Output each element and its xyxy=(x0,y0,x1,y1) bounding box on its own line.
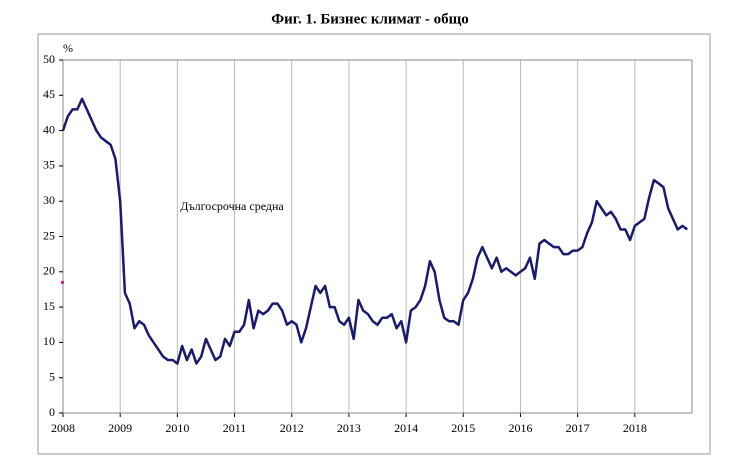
y-axis-label: % xyxy=(63,41,73,55)
y-tick-label: 15 xyxy=(43,299,55,313)
average-marker xyxy=(61,280,64,284)
x-tick-label: 2018 xyxy=(623,421,647,435)
x-tick-label: 2013 xyxy=(337,421,361,435)
y-tick-label: 40 xyxy=(43,122,55,136)
x-tick-label: 2012 xyxy=(280,421,304,435)
y-tick-label: 10 xyxy=(43,334,55,348)
x-tick-label: 2016 xyxy=(508,421,532,435)
line-series xyxy=(61,97,688,365)
y-tick-label: 45 xyxy=(43,87,55,101)
plot-frame xyxy=(62,59,693,414)
x-tick-label: 2015 xyxy=(451,421,475,435)
y-tick-label: 0 xyxy=(49,405,55,419)
annotation: Дългосрочна средна xyxy=(180,199,284,213)
chart-title: Фиг. 1. Бизнес климат - общо xyxy=(271,11,469,27)
x-tick-label: 2017 xyxy=(566,421,590,435)
x-tick-label: 2010 xyxy=(165,421,189,435)
y-tick-label: 50 xyxy=(43,52,55,66)
y-tick-label: 35 xyxy=(43,158,55,172)
x-tick-label: 2014 xyxy=(394,421,418,435)
y-tick-label: 5 xyxy=(49,369,55,383)
y-tick-label: 25 xyxy=(43,228,55,242)
chart-frame xyxy=(37,33,711,455)
y-tick-label: 30 xyxy=(43,193,55,207)
x-tick-label: 2009 xyxy=(108,421,132,435)
x-tick-label: 2011 xyxy=(223,421,247,435)
y-tick-label: 20 xyxy=(43,264,55,278)
x-tick-label: 2008 xyxy=(51,421,75,435)
